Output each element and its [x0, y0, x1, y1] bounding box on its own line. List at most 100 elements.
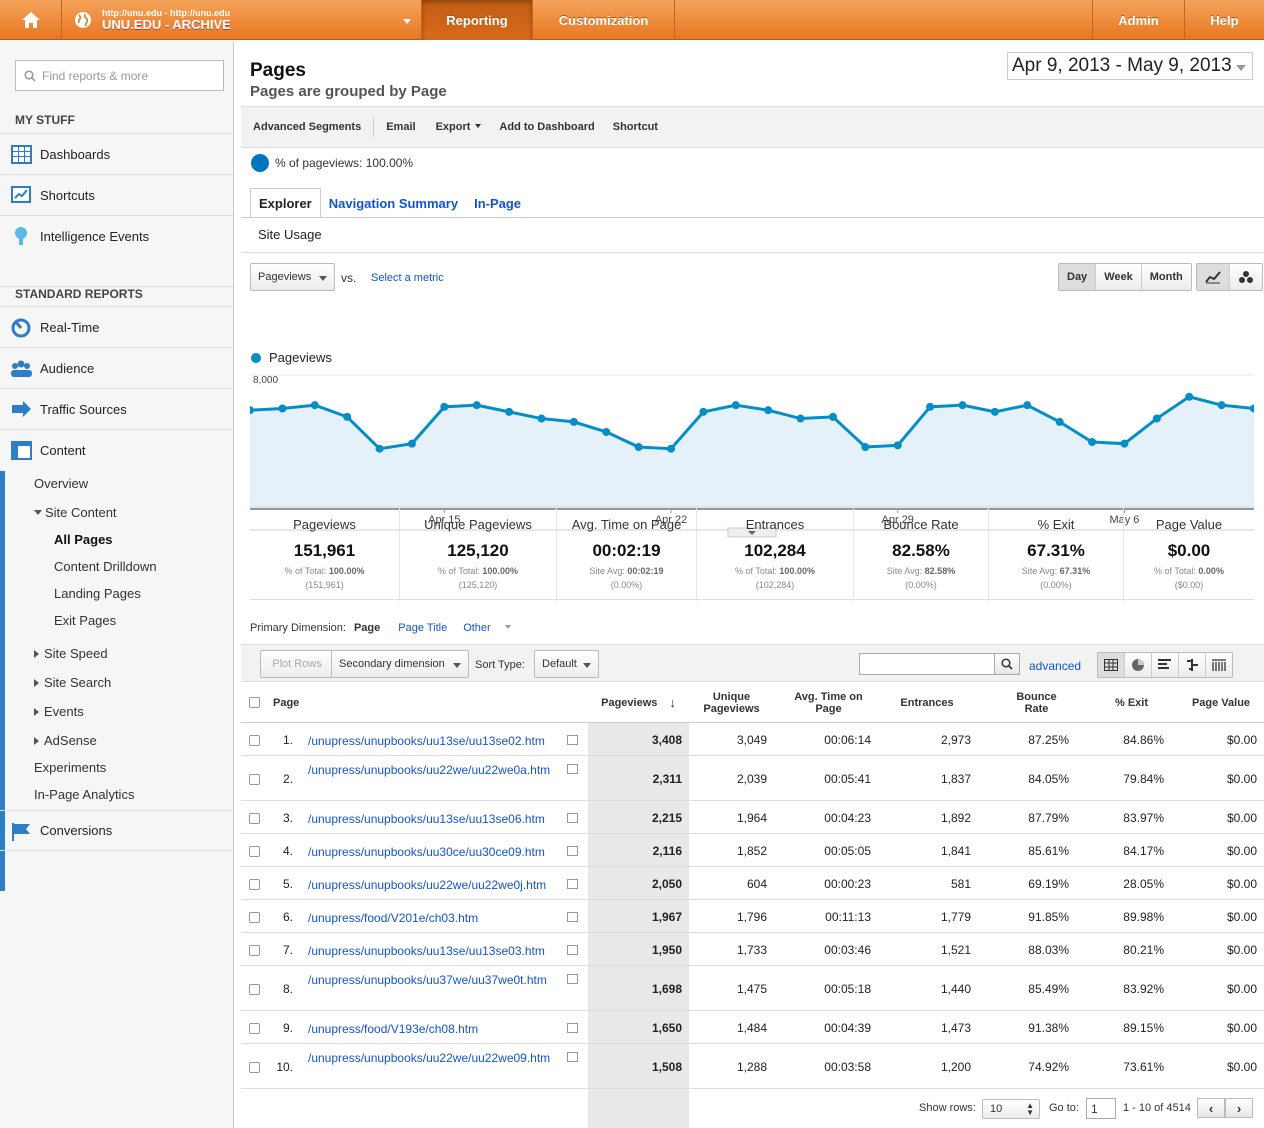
motion-chart-button[interactable] [1230, 264, 1262, 290]
page-link[interactable]: /unupress/food/V193e/ch08.htm [308, 1022, 479, 1036]
tab-customization[interactable]: Customization [533, 0, 675, 40]
view-pie-button[interactable] [1125, 653, 1152, 677]
period-month-button[interactable]: Month [1141, 264, 1191, 290]
add-to-dashboard-button[interactable]: Add to Dashboard [499, 121, 595, 133]
secondary-dimension-select[interactable]: Secondary dimension [331, 650, 469, 678]
open-external-icon[interactable] [567, 846, 578, 856]
sidebar-item-dashboards[interactable]: Dashboards [0, 133, 233, 174]
page-link[interactable]: /unupress/unupbooks/uu30ce/uu30ce09.htm [308, 845, 545, 859]
row-checkbox[interactable] [249, 774, 260, 785]
page-link[interactable]: /unupress/unupbooks/uu13se/uu13se03.htm [308, 944, 545, 958]
sidebar-sub-site-content[interactable]: Site Content [34, 505, 117, 520]
open-external-icon[interactable] [567, 879, 578, 889]
sidebar-item-intelligence-events[interactable]: Intelligence Events [0, 215, 233, 256]
row-checkbox[interactable] [249, 846, 260, 857]
date-range-picker[interactable]: Apr 9, 2013 - May 9, 2013 [1007, 52, 1253, 80]
sidebar-item-content[interactable]: Content [0, 429, 233, 470]
email-button[interactable]: Email [386, 121, 416, 133]
open-external-icon[interactable] [567, 945, 578, 955]
site-usage-subtab[interactable]: Site Usage [258, 227, 322, 242]
view-table-button[interactable] [1098, 653, 1125, 677]
advanced-segments-button[interactable]: Advanced Segments [253, 121, 362, 133]
open-external-icon[interactable] [567, 764, 578, 774]
open-external-icon[interactable] [567, 912, 578, 922]
sidebar-sub-site-speed[interactable]: Site Speed [34, 646, 108, 661]
page-link[interactable]: /unupress/unupbooks/uu13se/uu13se06.htm [308, 812, 545, 826]
row-checkbox[interactable] [249, 984, 260, 995]
col-unique-pageviews[interactable]: Unique Pageviews [703, 691, 760, 715]
page-link[interactable]: /unupress/food/V201e/ch03.htm [308, 911, 479, 925]
open-external-icon[interactable] [567, 1023, 578, 1033]
admin-link[interactable]: Admin [1093, 0, 1185, 40]
sidebar-sub-exit-pages[interactable]: Exit Pages [54, 613, 117, 628]
page-link[interactable]: /unupress/unupbooks/uu22we/uu22we0a.htm [308, 763, 551, 777]
view-pivot-button[interactable] [1206, 653, 1232, 677]
next-page-button[interactable]: › [1225, 1098, 1253, 1118]
page-link[interactable]: /unupress/unupbooks/uu13se/uu13se02.htm [308, 734, 545, 748]
open-external-icon[interactable] [567, 813, 578, 823]
page-link[interactable]: /unupress/unupbooks/uu37we/uu37we0t.htm [308, 973, 547, 987]
search-input[interactable]: Find reports & more [15, 60, 224, 91]
page-link[interactable]: /unupress/unupbooks/uu22we/uu22we09.htm [308, 1051, 551, 1065]
open-external-icon[interactable] [567, 1052, 578, 1062]
table-search-button[interactable] [994, 653, 1020, 675]
col-avg-time[interactable]: Avg. Time on Page [794, 691, 863, 715]
sidebar-sub-site-search[interactable]: Site Search [34, 675, 111, 690]
select-all-checkbox[interactable] [249, 697, 260, 708]
sidebar-sub-all-pages[interactable]: All Pages [54, 532, 113, 547]
col-page-value[interactable]: Page Value [1191, 697, 1251, 709]
col-exit[interactable]: % Exit [1114, 697, 1148, 709]
col-page[interactable]: Page [273, 697, 300, 709]
table-filter-input[interactable] [859, 653, 995, 675]
view-comparison-button[interactable] [1179, 653, 1206, 677]
export-button[interactable]: Export [436, 121, 482, 133]
period-day-button[interactable]: Day [1059, 264, 1097, 290]
plot-rows-button[interactable]: Plot Rows [260, 650, 334, 678]
col-bounce-rate[interactable]: Bounce Rate [1016, 691, 1057, 715]
row-checkbox[interactable] [249, 879, 260, 890]
row-checkbox[interactable] [249, 945, 260, 956]
row-checkbox[interactable] [249, 813, 260, 824]
sidebar-item-conversions[interactable]: Conversions [0, 810, 233, 851]
advanced-filter-link[interactable]: advanced [1029, 659, 1082, 673]
sidebar-sub-content-drilldown[interactable]: Content Drilldown [54, 559, 157, 574]
metric-select[interactable]: Pageviews [250, 263, 335, 291]
line-chart-button[interactable] [1197, 264, 1230, 290]
col-entrances[interactable]: Entrances [900, 697, 954, 709]
sidebar-sub-adsense[interactable]: AdSense [34, 733, 97, 748]
account-selector[interactable]: http://unu.edu - http://unu.edu UNU.EDU … [62, 0, 422, 40]
open-external-icon[interactable] [567, 974, 578, 984]
sidebar-sub-events[interactable]: Events [34, 704, 84, 719]
sidebar-sub-experiments[interactable]: Experiments [34, 760, 107, 775]
sidebar-item-traffic-sources[interactable]: Traffic Sources [0, 388, 233, 429]
view-performance-button[interactable] [1152, 653, 1179, 677]
dimension-page[interactable]: Page [353, 622, 381, 634]
period-week-button[interactable]: Week [1096, 264, 1142, 290]
row-checkbox[interactable] [249, 1062, 260, 1073]
prev-page-button[interactable]: ‹ [1197, 1098, 1225, 1118]
tab-navigation-summary[interactable]: Navigation Summary [328, 195, 459, 211]
goto-input[interactable]: 1 [1086, 1098, 1116, 1119]
dimension-other[interactable]: Other [463, 622, 521, 634]
help-link[interactable]: Help [1210, 12, 1239, 28]
open-external-icon[interactable] [567, 735, 578, 745]
home-button[interactable] [0, 0, 62, 40]
sidebar-item-audience[interactable]: Audience [0, 347, 233, 388]
sidebar-sub-overview[interactable]: Overview [34, 476, 89, 491]
row-checkbox[interactable] [249, 1023, 260, 1034]
row-checkbox[interactable] [249, 912, 260, 923]
tab-explorer[interactable]: Explorer [250, 188, 321, 218]
col-pageviews[interactable]: Pageviews ↓ [588, 682, 689, 724]
dimension-page-title[interactable]: Page Title [398, 622, 448, 634]
shortcut-button[interactable]: Shortcut [612, 121, 658, 133]
select-metric-link[interactable]: Select a metric [371, 272, 444, 284]
row-checkbox[interactable] [249, 735, 260, 746]
sidebar-sub-in-page-analytics[interactable]: In-Page Analytics [34, 787, 135, 802]
tab-in-page[interactable]: In-Page [474, 195, 522, 211]
page-link[interactable]: /unupress/unupbooks/uu22we/uu22we0j.htm [308, 878, 547, 892]
sidebar-sub-landing-pages[interactable]: Landing Pages [54, 586, 141, 601]
sort-type-select[interactable]: Default [534, 650, 599, 678]
sidebar-item-real-time[interactable]: Real-Time [0, 306, 233, 347]
show-rows-select[interactable]: 10 ▲ ▼ [982, 1099, 1040, 1119]
tab-reporting[interactable]: Reporting [422, 0, 533, 40]
